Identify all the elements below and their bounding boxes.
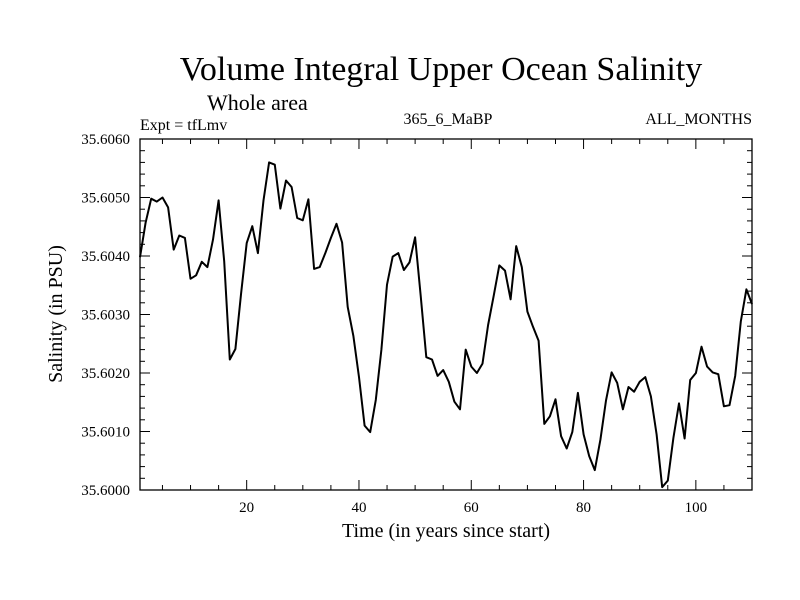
y-tick-label: 35.6010 (81, 425, 130, 441)
x-axis-label: Time (in years since start) (342, 520, 550, 542)
x-tick-label: 60 (464, 500, 479, 516)
x-tick-label: 20 (239, 500, 254, 516)
y-tick-label: 35.6000 (81, 483, 130, 499)
y-tick-label: 35.6060 (81, 132, 130, 148)
y-tick-label: 35.6030 (81, 308, 130, 324)
y-axis-ticks: 35.6000 35.6010 35.6020 35.6030 35.6040 35.60… (81, 132, 752, 499)
salinity-series-line (139, 161, 753, 489)
experiment-label: Expt = tfLmv (140, 117, 227, 134)
x-axis-ticks: 20 40 60 80 100 (161, 139, 753, 516)
x-tick-label: 100 (685, 500, 708, 516)
y-tick-label: 35.6040 (81, 249, 130, 265)
period-label: ALL_MONTHS (645, 111, 752, 128)
x-tick-label: 80 (576, 500, 591, 516)
chart-title: Volume Integral Upper Ocean Salinity (180, 51, 702, 88)
y-tick-label: 35.6020 (81, 366, 130, 382)
series-layer (139, 161, 753, 489)
x-tick-label: 40 (351, 500, 366, 516)
plot-frame (139, 138, 753, 491)
y-axis-label: Salinity (in PSU) (45, 245, 67, 383)
chart-subtitle: Whole area (207, 90, 308, 115)
y-tick-label: 35.6050 (81, 191, 130, 207)
run-label: 365_6_MaBP (404, 111, 493, 128)
